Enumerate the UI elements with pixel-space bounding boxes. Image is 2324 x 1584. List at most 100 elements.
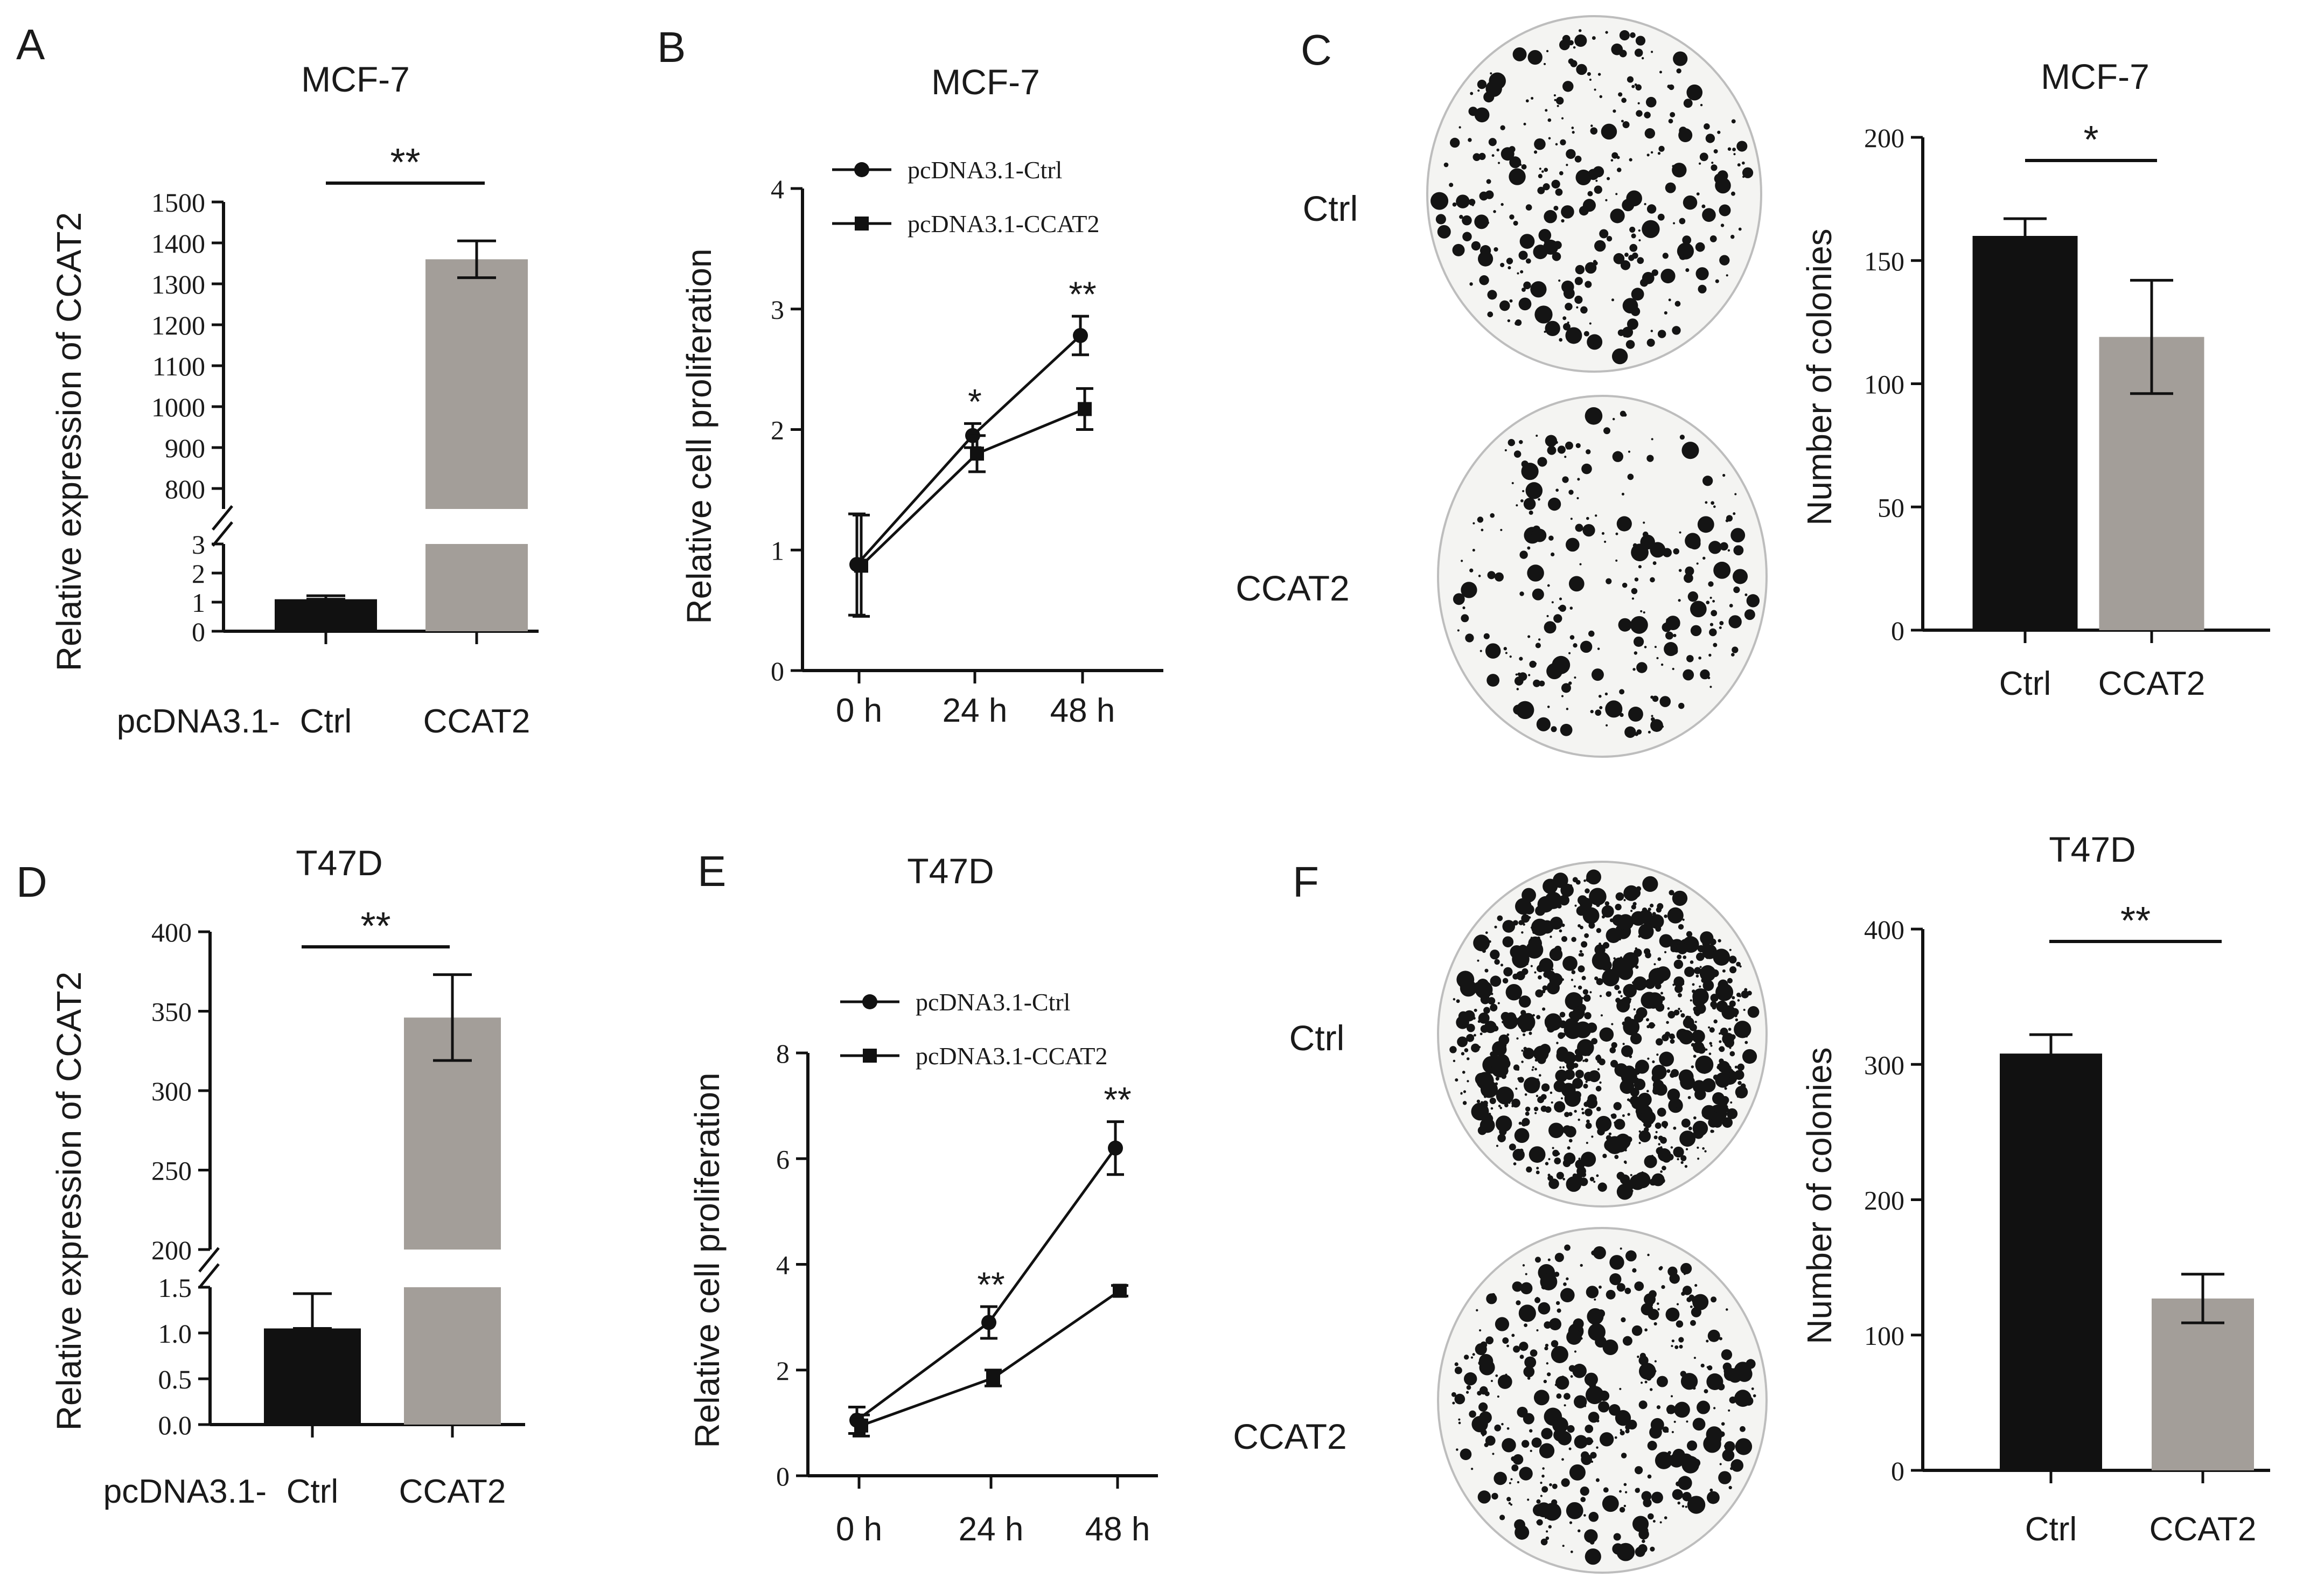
colony-dot	[1551, 1345, 1568, 1364]
colony-dot	[1642, 876, 1658, 892]
colony-dot	[1631, 1325, 1643, 1336]
colony-dot	[1623, 413, 1627, 417]
colony-dot	[1699, 965, 1716, 982]
colony-dot	[1512, 1148, 1525, 1161]
colony-dot	[1574, 1350, 1577, 1353]
colony-dot	[1732, 996, 1735, 1000]
colony-dot	[1532, 588, 1544, 601]
colony-dot	[1701, 204, 1706, 208]
y-tick-label-E: 4	[776, 1250, 790, 1280]
colony-dot	[1746, 1035, 1748, 1038]
colony-dot	[1727, 549, 1730, 552]
colony-dot	[1569, 606, 1573, 610]
colony-dot	[1580, 1264, 1583, 1267]
colony-dot	[1680, 1262, 1692, 1274]
colony-dot	[1478, 1402, 1488, 1412]
colony-dot	[1651, 51, 1653, 53]
colony-dot	[1603, 1487, 1609, 1493]
colony-dot	[1567, 321, 1569, 324]
colony-dot	[1562, 81, 1574, 92]
colony-dot	[1463, 1090, 1467, 1093]
colony-dot	[1547, 118, 1552, 122]
colony-dot	[1733, 536, 1736, 540]
colony-dot	[1470, 1468, 1474, 1470]
colony-dot	[1624, 969, 1627, 972]
colony-dot	[1709, 1488, 1713, 1492]
x-tick-label-ccat2: CCAT2	[2149, 1511, 2257, 1548]
colony-dot	[1576, 497, 1579, 500]
colony-dot	[1709, 686, 1712, 688]
colony-dot	[1466, 1034, 1475, 1042]
colony-dot	[1587, 912, 1594, 919]
colony-dot	[1537, 896, 1554, 913]
colony-dot	[1689, 1023, 1697, 1031]
colony-dot	[1517, 1406, 1528, 1418]
colony-dot	[1678, 1008, 1680, 1010]
colony-dot	[1521, 287, 1526, 292]
colony-dot	[1515, 1087, 1518, 1090]
colony-dot	[1524, 904, 1534, 915]
colony-dot	[1488, 940, 1491, 943]
colony-dot	[1700, 103, 1703, 107]
colony-dot	[1539, 1074, 1541, 1077]
colony-dot	[1525, 1111, 1530, 1116]
colony-dot	[1744, 988, 1748, 992]
colony-dot	[1751, 1387, 1754, 1390]
x-tick-label-B: 24 h	[943, 692, 1008, 729]
colony-dot	[1451, 1392, 1456, 1397]
colony-dot	[1704, 123, 1710, 130]
colony-dot	[1646, 1090, 1649, 1093]
colony-dot	[1686, 655, 1694, 662]
colony-dot	[1665, 631, 1673, 640]
colony-dot	[1681, 1456, 1699, 1474]
colony-dot	[1555, 1301, 1560, 1306]
colony-dot	[1724, 1441, 1735, 1452]
colony-dot	[1702, 1114, 1705, 1117]
colony-dot	[1530, 1449, 1532, 1453]
colony-dot	[1486, 179, 1491, 184]
colony-dot	[1484, 968, 1489, 973]
colony-dot	[1551, 179, 1560, 189]
colony-dot	[1605, 700, 1623, 718]
colony-dot	[1503, 647, 1507, 651]
colony-dot	[1634, 577, 1639, 582]
colony-dot	[1535, 1257, 1541, 1263]
colony-dot	[1511, 1105, 1514, 1107]
colony-dot	[1733, 153, 1736, 156]
colony-dot	[1608, 1132, 1612, 1135]
colony-dot	[1695, 1055, 1714, 1074]
colony-dot	[1550, 936, 1552, 938]
colony-dot	[1567, 1146, 1571, 1150]
colony-dot	[1554, 1420, 1558, 1424]
colony-dot	[1571, 127, 1574, 129]
colony-dot	[1610, 159, 1614, 162]
colony-dot	[1747, 990, 1752, 996]
colony-dot	[1580, 897, 1593, 911]
colony-dot	[1604, 540, 1607, 543]
colony-dot	[1543, 1503, 1561, 1521]
colony-dot	[1664, 311, 1667, 315]
colony-dot	[1477, 959, 1479, 962]
colony-dot	[1708, 541, 1722, 554]
colony-dot	[1645, 978, 1656, 989]
y-tick-label-F: 400	[1864, 915, 1904, 945]
colony-dot	[1709, 596, 1712, 599]
bar-ccat2-lower	[425, 544, 528, 631]
colony-dot	[1472, 153, 1481, 161]
colony-dot	[1547, 1174, 1551, 1177]
colony-dot	[1724, 1087, 1727, 1090]
colony-dot	[1528, 674, 1531, 676]
colony-dot	[1556, 1171, 1564, 1180]
colony-dot	[1622, 1114, 1625, 1117]
colony-dot	[1483, 1114, 1493, 1124]
colony-dot	[1564, 1152, 1576, 1165]
colony-dot	[1571, 979, 1574, 981]
colony-dot	[1508, 266, 1511, 270]
colony-dot	[1504, 449, 1507, 452]
colony-dot	[1682, 235, 1692, 245]
colony-dot	[1506, 1033, 1510, 1036]
colony-dot	[1636, 544, 1644, 552]
colony-dot	[1685, 566, 1694, 576]
colony-dot	[1681, 1505, 1685, 1508]
colony-dot	[1585, 407, 1603, 425]
